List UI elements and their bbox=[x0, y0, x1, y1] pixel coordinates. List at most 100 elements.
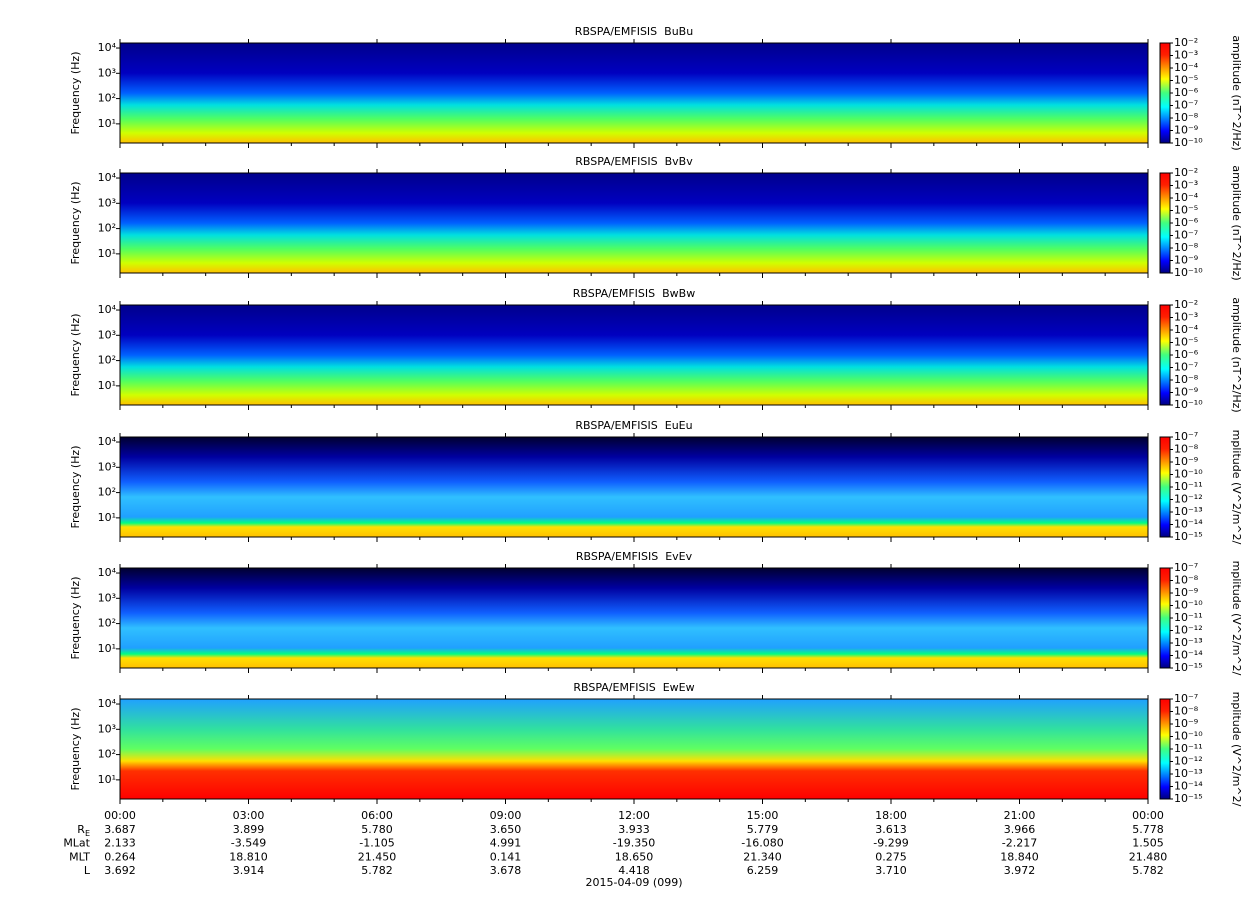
y-tick-label: 10² bbox=[98, 354, 116, 367]
panel-title: RBSPA/EMFISIS BwBw bbox=[573, 287, 695, 300]
colorbar-tick-label: 10⁻⁸ bbox=[1174, 705, 1199, 718]
panel-title: RBSPA/EMFISIS EwEw bbox=[573, 681, 694, 694]
colorbar-tick-label: 10⁻⁴ bbox=[1174, 323, 1199, 336]
ephemeris-value: 3.899 bbox=[233, 823, 265, 836]
x-tick-label: 09:00 bbox=[490, 809, 522, 822]
y-tick-label: 10² bbox=[98, 222, 116, 235]
ephemeris-value: -1.105 bbox=[359, 837, 394, 850]
colorbar-tick-label: 10⁻⁷ bbox=[1174, 430, 1198, 443]
panel-title: RBSPA/EMFISIS EuEu bbox=[575, 419, 692, 432]
ephemeris-value: 5.779 bbox=[747, 823, 779, 836]
colorbar-tick-label: 10⁻⁸ bbox=[1174, 241, 1199, 254]
spectrogram bbox=[120, 305, 1148, 405]
colorbar bbox=[1159, 172, 1171, 274]
panel-title: RBSPA/EMFISIS EvEv bbox=[576, 550, 693, 563]
colorbar-tick-label: 10⁻¹² bbox=[1174, 624, 1203, 637]
colorbar-tick-label: 10⁻¹⁰ bbox=[1174, 136, 1203, 149]
ephemeris-value: 3.933 bbox=[618, 823, 650, 836]
colorbar-tick-label: 10⁻¹¹ bbox=[1174, 611, 1203, 624]
colorbar bbox=[1159, 698, 1171, 800]
ephemeris-value: 18.650 bbox=[615, 850, 654, 863]
y-tick-label: 10³ bbox=[98, 722, 116, 735]
colorbar-tick-label: 10⁻⁹ bbox=[1174, 386, 1198, 399]
colorbar-label: amplitude (nT^2/Hz) bbox=[1230, 165, 1243, 280]
colorbar-tick-label: 10⁻¹⁴ bbox=[1174, 780, 1203, 793]
colorbar-label: amplitude (nT^2/Hz) bbox=[1230, 35, 1243, 150]
colorbar-tick-label: 10⁻¹² bbox=[1174, 755, 1203, 768]
colorbar-tick-label: 10⁻² bbox=[1174, 36, 1198, 49]
ephemeris-value: 0.275 bbox=[875, 850, 907, 863]
y-tick-label: 10² bbox=[98, 617, 116, 630]
ephemeris-label: L bbox=[84, 864, 91, 877]
ephemeris-value: 18.840 bbox=[1000, 850, 1039, 863]
colorbar-tick-label: 10⁻² bbox=[1174, 166, 1198, 179]
colorbar-tick-label: 10⁻⁵ bbox=[1174, 336, 1198, 349]
colorbar-tick-label: 10⁻⁶ bbox=[1174, 216, 1199, 229]
colorbar bbox=[1159, 436, 1171, 538]
ephemeris-value: 21.480 bbox=[1129, 850, 1168, 863]
y-tick-label: 10³ bbox=[98, 66, 116, 79]
y-tick-label: 10⁴ bbox=[98, 303, 117, 316]
colorbar-tick-label: 10⁻¹³ bbox=[1174, 636, 1203, 649]
y-tick-label: 10³ bbox=[98, 591, 116, 604]
y-axis-label: Frequency (Hz) bbox=[69, 182, 82, 265]
colorbar-label: amplitude (nT^2/Hz) bbox=[1230, 297, 1243, 412]
ephemeris-value: 3.966 bbox=[1004, 823, 1036, 836]
colorbar-tick-label: 10⁻¹³ bbox=[1174, 767, 1203, 780]
date-label: 2015-04-09 (099) bbox=[585, 876, 682, 889]
y-tick-label: 10³ bbox=[98, 328, 116, 341]
x-tick-label: 00:00 bbox=[104, 809, 136, 822]
colorbar-tick-label: 10⁻⁷ bbox=[1174, 561, 1198, 574]
colorbar-tick-label: 10⁻⁴ bbox=[1174, 191, 1199, 204]
x-tick-label: 00:00 bbox=[1132, 809, 1164, 822]
colorbar-tick-label: 10⁻¹³ bbox=[1174, 505, 1203, 518]
colorbar-tick-label: 10⁻¹⁰ bbox=[1174, 266, 1203, 279]
y-tick-label: 10¹ bbox=[98, 642, 116, 655]
colorbar-tick-label: 10⁻¹⁵ bbox=[1174, 661, 1203, 674]
ephemeris-value: 5.778 bbox=[1132, 823, 1164, 836]
ephemeris-value: 3.650 bbox=[490, 823, 522, 836]
colorbar-tick-label: 10⁻⁵ bbox=[1174, 74, 1198, 87]
ephemeris-value: 5.780 bbox=[361, 823, 393, 836]
colorbar-tick-label: 10⁻¹⁴ bbox=[1174, 518, 1203, 531]
colorbar-tick-label: 10⁻¹⁰ bbox=[1174, 599, 1203, 612]
y-tick-label: 10³ bbox=[98, 460, 116, 473]
colorbar-tick-label: 10⁻⁸ bbox=[1174, 373, 1199, 386]
colorbar-tick-label: 10⁻³ bbox=[1174, 311, 1198, 324]
x-tick-label: 12:00 bbox=[618, 809, 650, 822]
y-axis-label: Frequency (Hz) bbox=[69, 446, 82, 529]
ephemeris-value: 6.259 bbox=[747, 864, 779, 877]
y-tick-label: 10¹ bbox=[98, 379, 116, 392]
y-tick-label: 10² bbox=[98, 92, 116, 105]
y-tick-label: 10⁴ bbox=[98, 41, 117, 54]
spectrogram bbox=[120, 43, 1148, 143]
colorbar-tick-label: 10⁻¹² bbox=[1174, 493, 1203, 506]
colorbar-tick-label: 10⁻⁸ bbox=[1174, 111, 1199, 124]
y-axis-label: Frequency (Hz) bbox=[69, 314, 82, 397]
panel-title: RBSPA/EMFISIS BuBu bbox=[575, 25, 693, 38]
ephemeris-value: 0.141 bbox=[490, 850, 522, 863]
ephemeris-label: MLat bbox=[63, 837, 90, 850]
x-tick-label: 15:00 bbox=[747, 809, 779, 822]
colorbar-tick-label: 10⁻¹⁴ bbox=[1174, 649, 1203, 662]
colorbar-tick-label: 10⁻¹¹ bbox=[1174, 742, 1203, 755]
spectrogram bbox=[120, 568, 1148, 668]
colorbar bbox=[1159, 567, 1171, 669]
ephemeris-value: 3.678 bbox=[490, 864, 522, 877]
y-axis-label: Frequency (Hz) bbox=[69, 52, 82, 135]
y-tick-label: 10¹ bbox=[98, 247, 116, 260]
colorbar-tick-label: 10⁻² bbox=[1174, 298, 1198, 311]
spectrogram bbox=[120, 437, 1148, 537]
colorbar-tick-label: 10⁻⁴ bbox=[1174, 61, 1199, 74]
y-tick-label: 10² bbox=[98, 748, 116, 761]
y-tick-label: 10³ bbox=[98, 196, 116, 209]
colorbar-tick-label: 10⁻⁸ bbox=[1174, 574, 1199, 587]
y-tick-label: 10⁴ bbox=[98, 566, 117, 579]
ephemeris-value: 2.133 bbox=[104, 837, 136, 850]
colorbar-tick-label: 10⁻⁶ bbox=[1174, 348, 1199, 361]
y-tick-label: 10¹ bbox=[98, 773, 116, 786]
colorbar-tick-label: 10⁻¹⁰ bbox=[1174, 730, 1203, 743]
y-tick-label: 10⁴ bbox=[98, 171, 117, 184]
colorbar-tick-label: 10⁻⁷ bbox=[1174, 692, 1198, 705]
